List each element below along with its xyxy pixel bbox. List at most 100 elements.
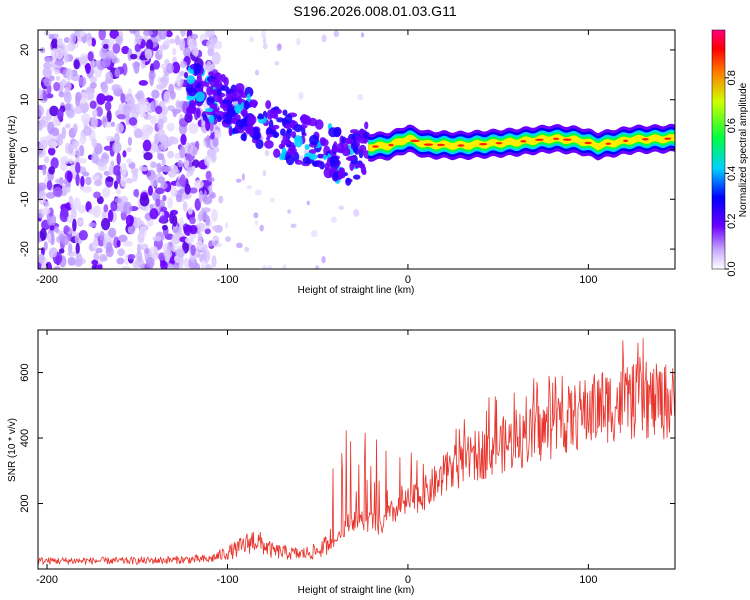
heatmap-cell — [364, 121, 369, 130]
heatmap-cell — [264, 140, 274, 149]
heatmap-cell — [150, 161, 158, 168]
heatmap-cell — [149, 203, 154, 210]
heatmap-cell — [115, 35, 124, 45]
heatmap-cell — [186, 74, 196, 85]
heatmap-cell — [66, 108, 75, 119]
heatmap-cell — [142, 30, 153, 37]
heatmap-cell — [80, 175, 85, 187]
heatmap-cell — [89, 76, 98, 83]
heatmap-cell — [151, 89, 160, 99]
heatmap-cell — [157, 176, 166, 184]
heatmap-cell — [158, 30, 168, 40]
heatmap-cell — [129, 30, 137, 34]
heatmap-hotspot — [388, 143, 394, 147]
heatmap-cell — [357, 93, 363, 101]
heatmap-cell — [92, 108, 98, 118]
heatmap-cell — [91, 259, 99, 266]
heatmap-cell — [202, 179, 211, 188]
heatmap-cell — [345, 156, 356, 161]
heatmap-cell — [106, 110, 112, 123]
heatmap-cell — [53, 266, 61, 269]
heatmap-cell — [159, 215, 167, 224]
heatmap-cell — [320, 138, 329, 147]
heatmap-cell — [254, 69, 260, 76]
heatmap-cell — [138, 79, 149, 86]
heatmap-marks — [38, 30, 675, 269]
heatmap-cell — [115, 188, 122, 195]
heatmap-cell — [89, 100, 97, 110]
heatmap-cell — [61, 207, 69, 219]
heatmap-cell — [175, 100, 181, 109]
heatmap-cell — [65, 181, 71, 188]
heatmap-cell — [333, 127, 341, 138]
heatmap-hotspot — [520, 140, 527, 143]
heatmap-cell — [144, 247, 150, 255]
heatmap-cell — [88, 222, 97, 228]
heatmap-cell — [244, 246, 250, 253]
heatmap-cell — [183, 72, 189, 79]
heatmap-cell — [167, 197, 173, 209]
heatmap-cell — [188, 39, 198, 50]
heatmap-cell — [211, 225, 218, 231]
heatmap-cell — [92, 237, 99, 250]
heatmap-cell — [116, 257, 125, 265]
spectrogram-y-tick-label: 0 — [19, 146, 31, 152]
heatmap-cell — [205, 264, 213, 269]
heatmap-cell — [257, 115, 265, 120]
heatmap-cell — [67, 242, 73, 255]
heatmap-cell — [149, 73, 155, 87]
heatmap-cell — [212, 136, 219, 148]
heatmap-hotspot — [423, 143, 434, 146]
heatmap-cell — [121, 265, 131, 269]
heatmap-cell — [186, 172, 191, 178]
heatmap-cell — [214, 40, 223, 50]
heatmap-cell — [187, 207, 193, 215]
heatmap-cell — [195, 240, 204, 250]
heatmap-cell — [167, 150, 175, 159]
heatmap-cell — [224, 222, 229, 229]
heatmap-cell — [105, 135, 116, 142]
heatmap-cell — [205, 215, 211, 226]
heatmap-cell — [298, 91, 304, 100]
heatmap-cell — [79, 30, 86, 37]
heatmap-cell — [72, 218, 77, 232]
heatmap-cell — [264, 150, 270, 157]
heatmap-cell — [95, 106, 103, 117]
heatmap-cell — [58, 248, 65, 254]
heatmap-cell — [103, 204, 109, 213]
heatmap-cell — [75, 91, 82, 102]
heatmap-cell — [232, 91, 237, 101]
snr-series-line — [38, 338, 675, 566]
heatmap-cell — [166, 62, 174, 74]
heatmap-cell — [262, 169, 267, 177]
heatmap-cell — [269, 197, 275, 203]
heatmap-cell — [43, 77, 52, 87]
heatmap-cell — [91, 138, 98, 148]
heatmap-cell — [272, 124, 280, 130]
heatmap-cell — [217, 120, 221, 129]
heatmap-cell — [47, 121, 55, 135]
heatmap-cell — [200, 207, 211, 213]
heatmap-cell — [103, 145, 113, 151]
heatmap-cell — [208, 71, 214, 77]
heatmap-cell — [68, 142, 74, 154]
heatmap-cell — [267, 264, 273, 269]
heatmap-cell — [49, 105, 59, 117]
heatmap-cell — [184, 183, 191, 195]
heatmap-cell — [248, 128, 254, 138]
heatmap-cell — [75, 148, 81, 159]
heatmap-cell — [330, 216, 337, 223]
heatmap-cell — [237, 95, 243, 105]
heatmap-cell — [246, 185, 253, 190]
heatmap-cell — [180, 133, 187, 146]
heatmap-cell — [60, 78, 67, 86]
heatmap-cell — [234, 104, 240, 113]
snr-y-label: SNR (10 * v/v) — [7, 418, 18, 482]
heatmap-cell — [106, 241, 113, 253]
heatmap-cell — [101, 187, 111, 198]
heatmap-cell — [208, 188, 214, 196]
heatmap-cell — [98, 30, 106, 41]
heatmap-cell — [155, 105, 163, 115]
heatmap-cell — [111, 57, 120, 64]
